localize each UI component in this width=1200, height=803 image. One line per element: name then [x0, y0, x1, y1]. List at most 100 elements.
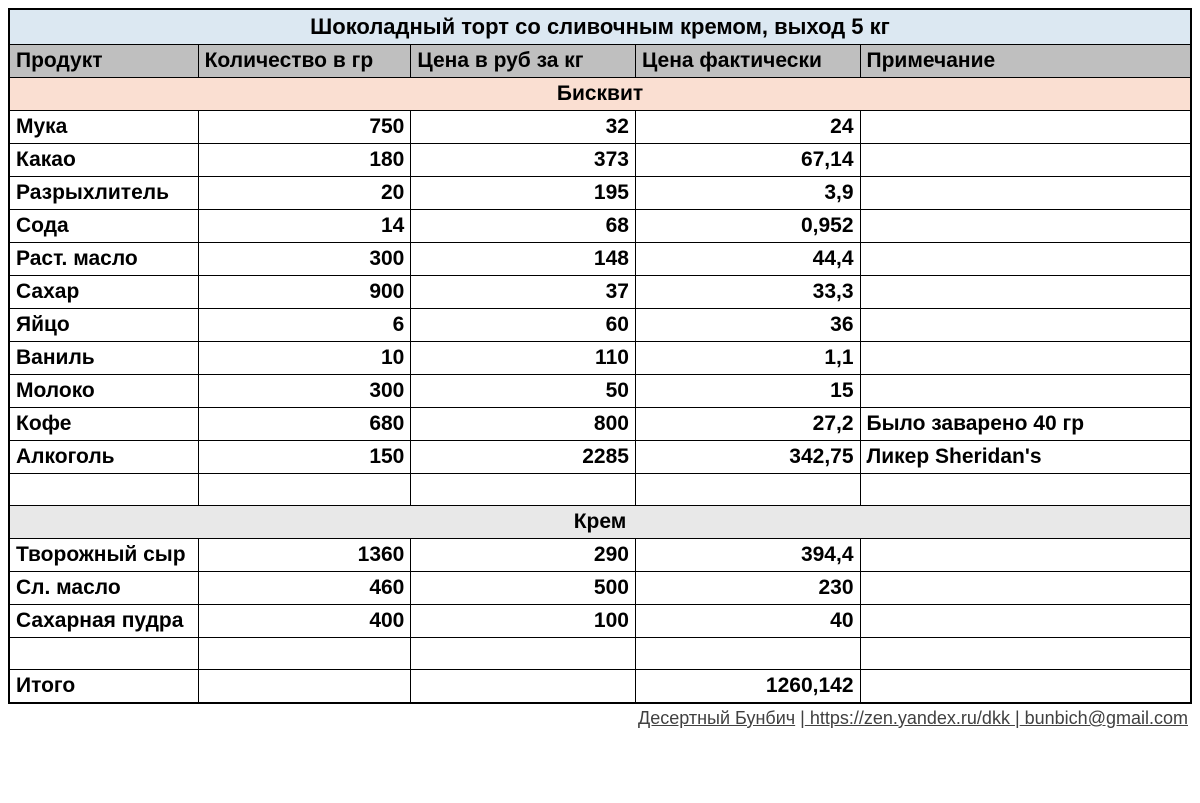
cell-note — [860, 375, 1191, 408]
cell-note: Было заварено 40 гр — [860, 408, 1191, 441]
table-row: Сл. масло 460 500 230 — [9, 572, 1191, 605]
cell-qty: 1360 — [198, 539, 411, 572]
cell-price: 110 — [411, 342, 636, 375]
cell-qty: 10 — [198, 342, 411, 375]
cell-price: 37 — [411, 276, 636, 309]
cell-price: 2285 — [411, 441, 636, 474]
cell-note — [860, 111, 1191, 144]
col-header-price: Цена в руб за кг — [411, 45, 636, 78]
cell-note — [860, 276, 1191, 309]
table-title: Шоколадный торт со сливочным кремом, вых… — [9, 9, 1191, 45]
table-row: Сода 14 68 0,952 — [9, 210, 1191, 243]
cell-actual: 24 — [635, 111, 860, 144]
col-header-actual: Цена фактически — [635, 45, 860, 78]
table-row: Мука 750 32 24 — [9, 111, 1191, 144]
cell-price: 195 — [411, 177, 636, 210]
col-header-note: Примечание — [860, 45, 1191, 78]
cell-price: 32 — [411, 111, 636, 144]
cell-qty: 680 — [198, 408, 411, 441]
table-row: Творожный сыр 1360 290 394,4 — [9, 539, 1191, 572]
cell-product: Молоко — [9, 375, 198, 408]
table-row: Какао 180 373 67,14 — [9, 144, 1191, 177]
cell-price: 50 — [411, 375, 636, 408]
cell-qty: 14 — [198, 210, 411, 243]
cell-price: 60 — [411, 309, 636, 342]
table-row: Сахарная пудра 400 100 40 — [9, 605, 1191, 638]
table-row: Яйцо 6 60 36 — [9, 309, 1191, 342]
section-label: Крем — [9, 506, 1191, 539]
cell-actual: 394,4 — [635, 539, 860, 572]
cell-actual: 1,1 — [635, 342, 860, 375]
footer-credit: Десертный Бунбич | https://zen.yandex.ru… — [8, 704, 1192, 729]
table-row: Раст. масло 300 148 44,4 — [9, 243, 1191, 276]
cell-actual: 40 — [635, 605, 860, 638]
footer-email: bunbich@gmail.com — [1020, 708, 1188, 728]
cell-qty: 900 — [198, 276, 411, 309]
cell-product: Творожный сыр — [9, 539, 198, 572]
cell-qty: 300 — [198, 375, 411, 408]
section-label: Бисквит — [9, 78, 1191, 111]
cell-qty: 20 — [198, 177, 411, 210]
cell-product: Ваниль — [9, 342, 198, 375]
cell-price: 290 — [411, 539, 636, 572]
cell-product: Алкоголь — [9, 441, 198, 474]
table-row: Ваниль 10 110 1,1 — [9, 342, 1191, 375]
cell-note — [860, 539, 1191, 572]
total-value: 1260,142 — [635, 670, 860, 704]
cell-note — [860, 243, 1191, 276]
col-header-product: Продукт — [9, 45, 198, 78]
cell-actual: 27,2 — [635, 408, 860, 441]
header-row: Продукт Количество в гр Цена в руб за кг… — [9, 45, 1191, 78]
cell-price: 500 — [411, 572, 636, 605]
cell-price: 800 — [411, 408, 636, 441]
cell-actual: 230 — [635, 572, 860, 605]
recipe-cost-table: Шоколадный торт со сливочным кремом, вых… — [8, 8, 1192, 704]
section-header-biscuit: Бисквит — [9, 78, 1191, 111]
cell-product: Сл. масло — [9, 572, 198, 605]
title-row: Шоколадный торт со сливочным кремом, вых… — [9, 9, 1191, 45]
empty-row — [9, 638, 1191, 670]
cell-actual: 0,952 — [635, 210, 860, 243]
cell-product: Кофе — [9, 408, 198, 441]
cell-product: Сода — [9, 210, 198, 243]
cell-note — [860, 342, 1191, 375]
cell-actual: 44,4 — [635, 243, 860, 276]
table-row: Сахар 900 37 33,3 — [9, 276, 1191, 309]
cell-qty: 300 — [198, 243, 411, 276]
cell-qty: 460 — [198, 572, 411, 605]
cell-actual: 36 — [635, 309, 860, 342]
cell-note — [860, 605, 1191, 638]
cell-note — [860, 210, 1191, 243]
cell-product: Мука — [9, 111, 198, 144]
total-label: Итого — [9, 670, 198, 704]
footer-author: Десертный Бунбич — [638, 708, 795, 728]
cell-qty: 750 — [198, 111, 411, 144]
cell-note: Ликер Sheridan's — [860, 441, 1191, 474]
empty-row — [9, 474, 1191, 506]
col-header-quantity: Количество в гр — [198, 45, 411, 78]
cell-actual: 342,75 — [635, 441, 860, 474]
cell-product: Разрыхлитель — [9, 177, 198, 210]
cell-note — [860, 177, 1191, 210]
cell-product: Сахарная пудра — [9, 605, 198, 638]
cell-product: Раст. масло — [9, 243, 198, 276]
footer-url: https://zen.yandex.ru/dkk — [805, 708, 1015, 728]
cell-qty: 6 — [198, 309, 411, 342]
cell-note — [860, 309, 1191, 342]
cell-price: 100 — [411, 605, 636, 638]
cell-actual: 33,3 — [635, 276, 860, 309]
table-row: Кофе 680 800 27,2 Было заварено 40 гр — [9, 408, 1191, 441]
cell-product: Какао — [9, 144, 198, 177]
cell-actual: 15 — [635, 375, 860, 408]
cell-product: Яйцо — [9, 309, 198, 342]
cell-qty: 150 — [198, 441, 411, 474]
cell-note — [860, 144, 1191, 177]
cell-qty: 180 — [198, 144, 411, 177]
cell-actual: 67,14 — [635, 144, 860, 177]
section-header-cream: Крем — [9, 506, 1191, 539]
cell-price: 148 — [411, 243, 636, 276]
table-row: Алкоголь 150 2285 342,75 Ликер Sheridan'… — [9, 441, 1191, 474]
cell-price: 373 — [411, 144, 636, 177]
table-row: Молоко 300 50 15 — [9, 375, 1191, 408]
total-row: Итого 1260,142 — [9, 670, 1191, 704]
